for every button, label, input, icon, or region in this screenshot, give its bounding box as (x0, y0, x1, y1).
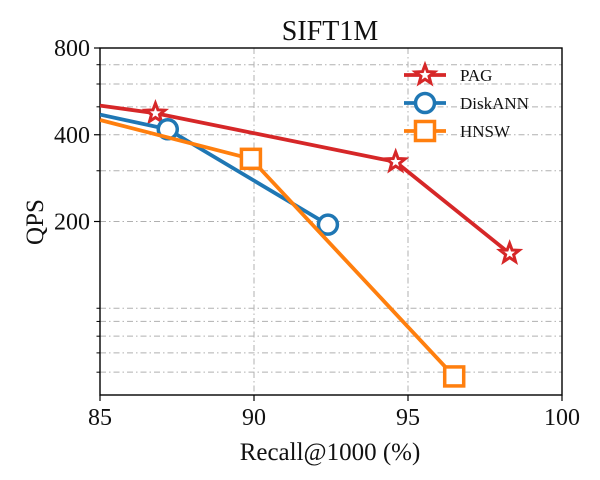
series-layer (100, 98, 524, 388)
data-point-hnsw (239, 147, 263, 171)
x-tick-label: 85 (88, 405, 112, 431)
y-axis-label: QPS (22, 199, 49, 245)
series-pag (100, 98, 524, 265)
series-line-diskann (100, 112, 329, 227)
legend-label-pag: PAG (460, 66, 492, 85)
y-tick-label: 800 (54, 36, 90, 62)
data-point-pag (382, 147, 410, 174)
x-tick-label: 100 (544, 405, 580, 431)
x-axis-label: Recall@1000 (%) (240, 439, 421, 466)
series-diskann (100, 112, 340, 236)
legend-label-diskann: DiskANN (460, 94, 529, 113)
axes-layer: 85 90 95 100 200 400 800 (54, 36, 580, 431)
legend-marker-hnsw (413, 119, 437, 143)
legend-item-diskann: DiskANN (404, 91, 529, 115)
legend-item-hnsw: HNSW (404, 119, 511, 143)
chart-title: SIFT1M (282, 16, 379, 47)
x-tick-label: 90 (242, 405, 266, 431)
data-point-pag (496, 239, 524, 265)
data-point-diskann (316, 213, 340, 236)
data-point-pag (141, 98, 170, 125)
series-line-pag (100, 103, 511, 255)
legend-label-hnsw: HNSW (460, 122, 511, 141)
legend: PAG DiskANN HNSW (404, 60, 529, 143)
y-tick-label: 200 (54, 210, 90, 236)
legend-marker-pag (411, 60, 439, 87)
series-hnsw (100, 118, 466, 388)
x-tick-label: 95 (396, 405, 420, 431)
data-point-hnsw (442, 365, 466, 388)
y-tick-label: 400 (54, 123, 90, 149)
legend-marker-diskann (413, 91, 437, 115)
legend-item-pag: PAG (404, 60, 492, 87)
